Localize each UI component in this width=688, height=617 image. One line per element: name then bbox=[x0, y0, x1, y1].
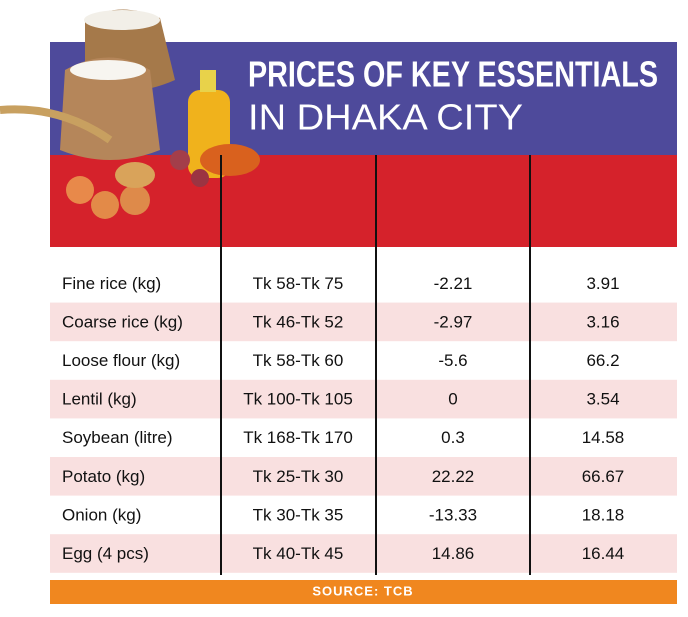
cell: Tk 58-Tk 75 bbox=[253, 274, 344, 293]
cell: 66.67 bbox=[582, 467, 625, 486]
cell: Tk 40-Tk 45 bbox=[253, 544, 344, 563]
title-line-2: IN DHAKA CITY bbox=[248, 97, 523, 138]
cell: -2.97 bbox=[434, 312, 473, 331]
cell: 14.86 bbox=[432, 544, 475, 563]
cell: 3.16 bbox=[586, 312, 619, 331]
cell: Tk 46-Tk 52 bbox=[253, 312, 344, 331]
cell: Onion (kg) bbox=[62, 505, 141, 524]
cell: 18.18 bbox=[582, 505, 625, 524]
cell: 3.91 bbox=[586, 274, 619, 293]
cell: Fine rice (kg) bbox=[62, 274, 161, 293]
header-band bbox=[50, 155, 677, 247]
cell: Egg (4 pcs) bbox=[62, 544, 149, 563]
row-shade bbox=[50, 302, 677, 342]
cell: Tk 30-Tk 35 bbox=[253, 505, 344, 524]
cell: 16.44 bbox=[582, 544, 625, 563]
cell: 0.3 bbox=[441, 428, 465, 447]
cell: Potato (kg) bbox=[62, 467, 145, 486]
cell: Coarse rice (kg) bbox=[62, 312, 183, 331]
cell: Tk 25-Tk 30 bbox=[253, 467, 344, 486]
cell: 14.58 bbox=[582, 428, 625, 447]
cell: 3.54 bbox=[586, 390, 619, 409]
cell: Lentil (kg) bbox=[62, 390, 137, 409]
cell: -13.33 bbox=[429, 505, 477, 524]
row-shade bbox=[50, 379, 677, 419]
cell: 22.22 bbox=[432, 467, 475, 486]
source: SOURCE: TCB bbox=[312, 583, 413, 598]
title-line-1: PRICES OF KEY ESSENTIALS bbox=[248, 54, 658, 95]
cell: Soybean (litre) bbox=[62, 428, 173, 447]
cell: 66.2 bbox=[586, 351, 619, 370]
cell: 0 bbox=[448, 390, 457, 409]
cell: Loose flour (kg) bbox=[62, 351, 180, 370]
cell: Tk 100-Tk 105 bbox=[243, 390, 353, 409]
cell: -2.21 bbox=[434, 274, 473, 293]
source-bar bbox=[50, 580, 677, 604]
cell: Tk 168-Tk 170 bbox=[243, 428, 353, 447]
row-shade bbox=[50, 534, 677, 573]
cell: -5.6 bbox=[438, 351, 467, 370]
cell: Tk 58-Tk 60 bbox=[253, 351, 344, 370]
food-illustration bbox=[0, 9, 260, 219]
row-shade bbox=[50, 457, 677, 496]
table-body: Fine rice (kg) Tk 58-Tk 75 -2.21 3.91 Coarse… bbox=[50, 274, 677, 573]
